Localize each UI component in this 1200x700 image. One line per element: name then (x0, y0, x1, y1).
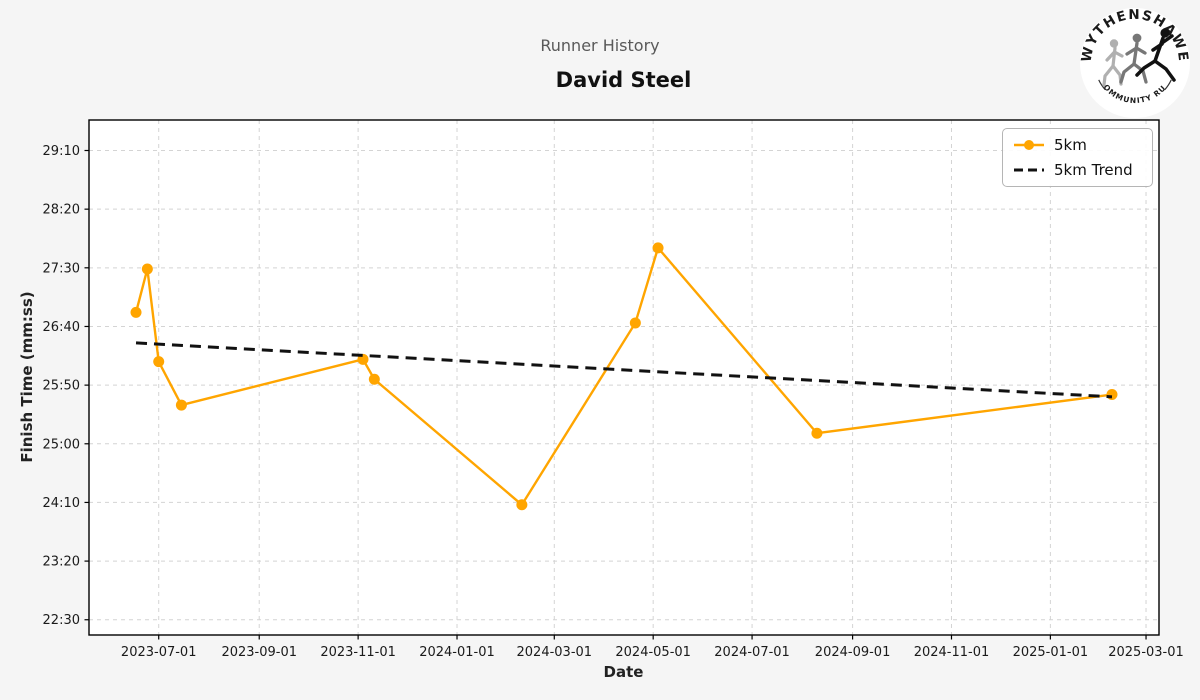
x-tick-label: 2025-03-01 (1108, 645, 1184, 660)
x-tick-label: 2025-01-01 (1013, 645, 1089, 660)
chart-title: David Steel (555, 68, 692, 92)
series-5km-trend-line (135, 341, 1113, 399)
series-5km-marker (652, 242, 664, 254)
runner-jogging-icon (1119, 33, 1148, 84)
club-logo: WYTHENSHAWE COMMUNITY RUN (1078, 6, 1190, 118)
y-tick-label: 22:30 (43, 613, 80, 628)
legend-item-5km-trend: 5km Trend (1012, 161, 1142, 179)
logo-left-arc (1098, 79, 1106, 91)
y-tick-label: 25:50 (43, 379, 80, 394)
y-tick-label: 25:00 (43, 437, 80, 452)
x-tick-label: 2023-09-01 (221, 645, 297, 660)
series-5km-marker (516, 499, 528, 511)
y-tick-label: 26:40 (43, 320, 80, 335)
series-5km-marker (130, 306, 142, 318)
y-tick-label: 23:20 (43, 555, 80, 570)
x-tick-label: 2023-11-01 (320, 645, 396, 660)
dashed-line-icon (1014, 168, 1044, 172)
y-tick-label: 24:10 (43, 496, 80, 511)
x-tick-label: 2024-05-01 (615, 645, 691, 660)
runner-sprinting-icon (1135, 28, 1176, 82)
x-tick-label: 2024-01-01 (419, 645, 495, 660)
x-axis-label: Date (603, 663, 644, 681)
series-5km-marker (153, 356, 165, 368)
x-tick-label: 2023-07-01 (121, 645, 197, 660)
legend-label-5km: 5km (1054, 136, 1087, 154)
legend-label-5km-trend: 5km Trend (1054, 161, 1133, 179)
x-tick-label: 2024-09-01 (815, 645, 891, 660)
y-axis-label: Finish Time (mm:ss) (18, 291, 36, 463)
y-tick-label: 28:20 (43, 203, 80, 218)
series-5km-marker (811, 427, 823, 439)
series-5km-marker (175, 399, 187, 411)
series-5km-marker (141, 263, 153, 275)
x-tick-label: 2024-07-01 (714, 645, 790, 660)
logo-right-arc (1164, 79, 1172, 91)
chart-subtitle: Runner History (540, 36, 660, 55)
y-tick-label: 27:30 (43, 261, 80, 276)
legend-item-5km: 5km (1012, 136, 1142, 154)
series-5km-marker (1106, 389, 1118, 401)
y-tick-label: 29:10 (43, 144, 80, 159)
x-tick-label: 2024-11-01 (914, 645, 990, 660)
line-marker-icon (1014, 140, 1044, 150)
series-5km-marker (368, 373, 380, 385)
x-tick-label: 2024-03-01 (517, 645, 593, 660)
series-5km-marker (629, 317, 641, 329)
legend: 5km 5km Trend (1002, 128, 1153, 187)
plot-background (89, 120, 1159, 635)
plot-border (88, 119, 1160, 636)
